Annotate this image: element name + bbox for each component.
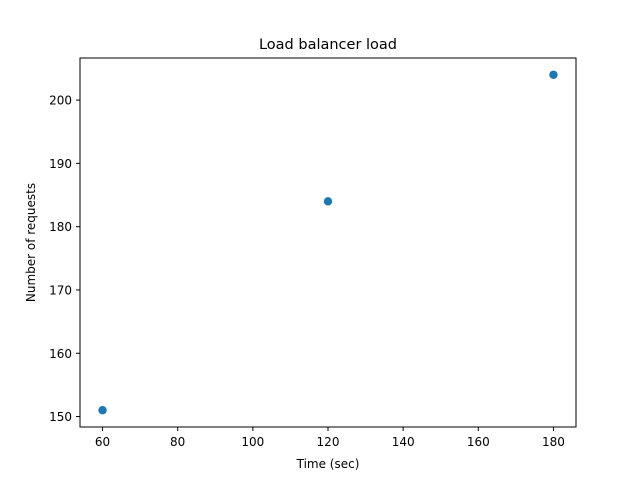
y-axis: 150 160 170 180 190 200: [49, 94, 80, 424]
plot-area: 60 80 100 120 140 160 180 150 160 170 180 190 200: [49, 57, 577, 449]
x-axis: 60 80 100 120 140 160 180: [95, 427, 565, 449]
y-tick-label: 200: [49, 94, 72, 108]
x-tick-label: 120: [317, 435, 340, 449]
x-tick-label: 60: [95, 435, 110, 449]
y-tick-label: 180: [49, 220, 72, 234]
data-point: [549, 70, 558, 79]
chart-title: Load balancer load: [259, 37, 397, 53]
x-tick-label: 80: [170, 435, 185, 449]
x-tick-label: 100: [241, 435, 264, 449]
y-tick-label: 190: [49, 157, 72, 171]
y-tick-label: 170: [49, 283, 72, 297]
y-tick-label: 150: [49, 410, 72, 424]
x-tick-label: 160: [467, 435, 490, 449]
data-point: [323, 197, 333, 206]
x-tick-label: 140: [392, 435, 415, 449]
data-point: [98, 406, 107, 415]
x-axis-label: Time (sec): [296, 457, 360, 471]
y-axis-label: Number of requests: [24, 183, 38, 302]
x-tick-label: 180: [542, 435, 565, 449]
data-points: [98, 70, 558, 415]
y-tick-label: 160: [49, 347, 72, 361]
